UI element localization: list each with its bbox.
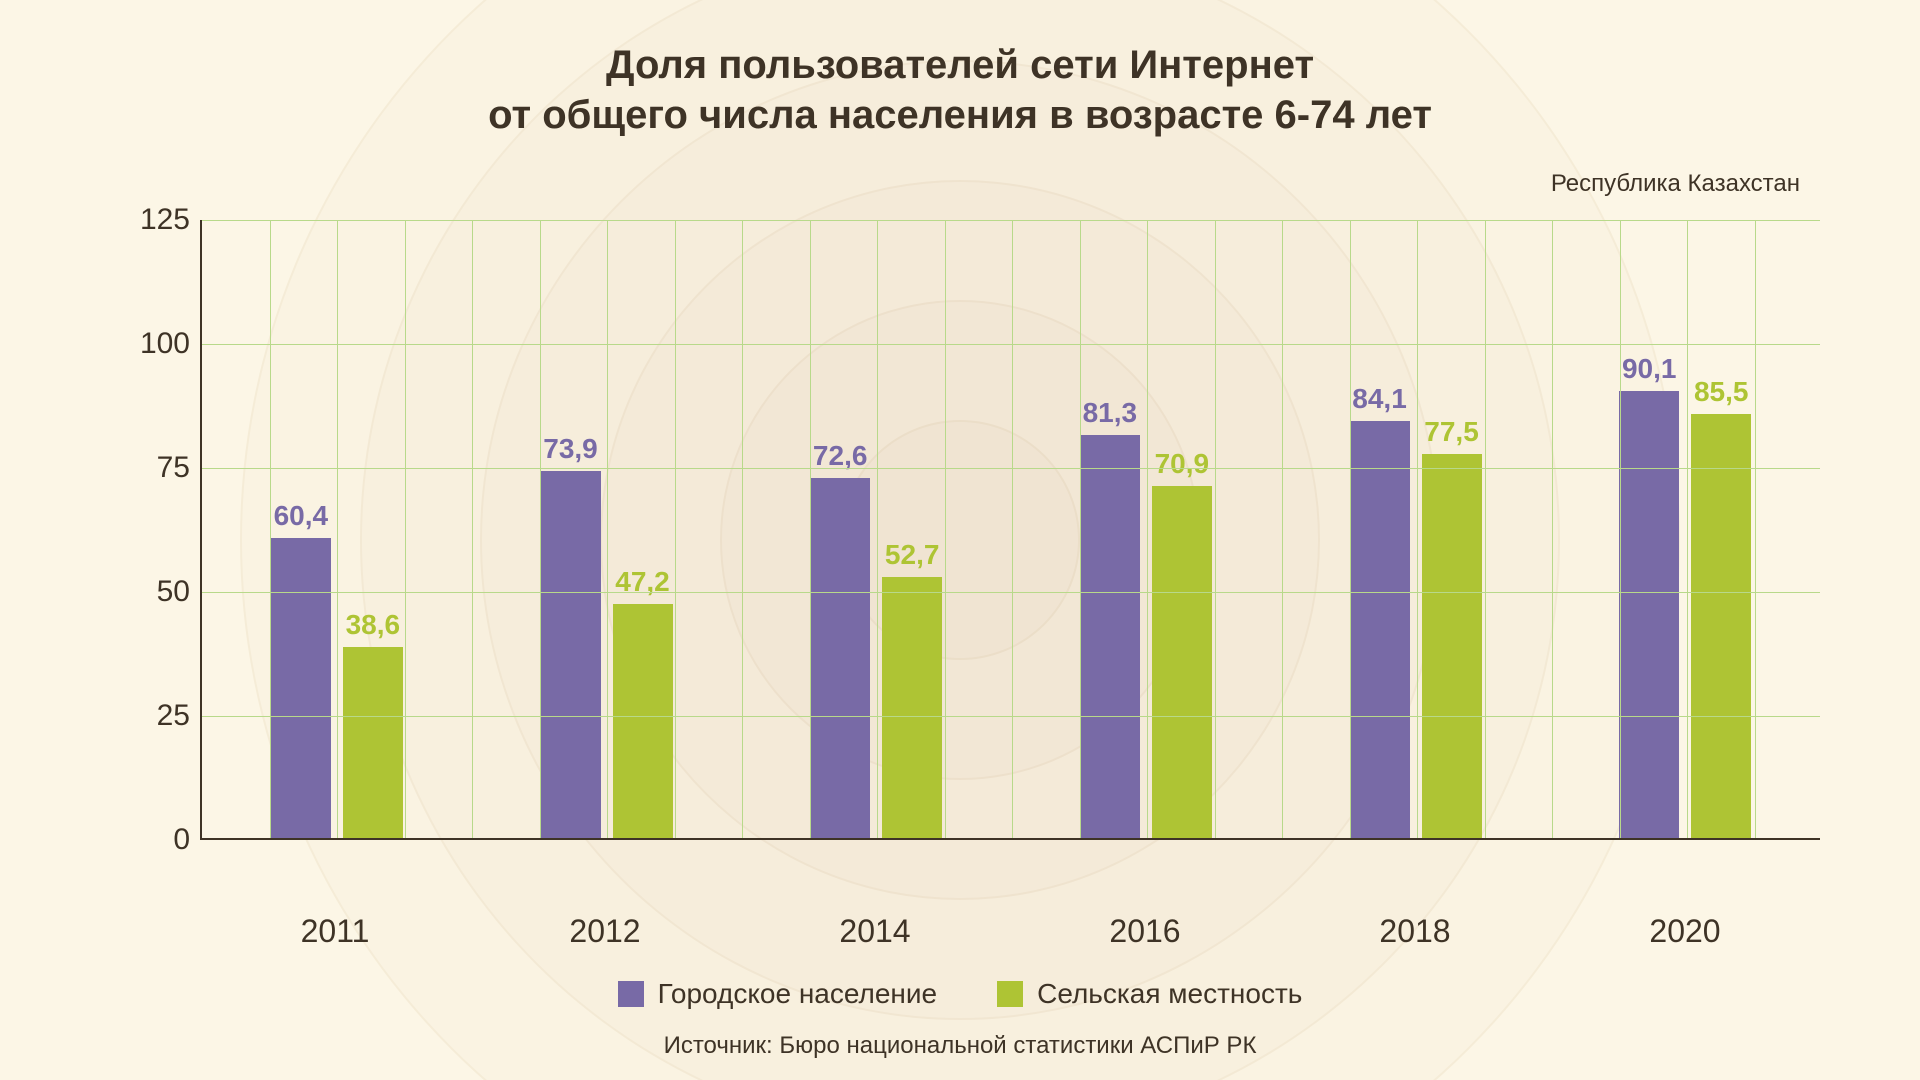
legend-swatch: [618, 981, 644, 1007]
bar-value-label: 70,9: [1155, 448, 1210, 480]
bar-rural: [1691, 414, 1751, 838]
legend-label: Городское население: [658, 978, 937, 1010]
legend-item: Городское население: [618, 978, 937, 1010]
chart-area: 60,438,673,947,272,652,781,370,984,177,5…: [120, 220, 1820, 900]
bar-wrap: 52,7: [882, 577, 942, 838]
y-tick-label: 0: [120, 823, 190, 857]
chart-title: Доля пользователей сети Интернет от обще…: [0, 40, 1920, 140]
gridline-v: [1620, 220, 1621, 838]
bar-wrap: 72,6: [810, 478, 870, 838]
gridline-v: [810, 220, 811, 838]
bar-rural: [613, 604, 673, 838]
source-text: Источник: Бюро национальной статистики А…: [0, 1032, 1920, 1060]
bar-wrap: 85,5: [1691, 414, 1751, 838]
gridline-v: [945, 220, 946, 838]
bar-urban: [1080, 435, 1140, 838]
bar-value-label: 60,4: [274, 500, 329, 532]
gridline-h: [202, 468, 1820, 469]
gridline-v: [1755, 220, 1756, 838]
y-tick-label: 75: [120, 451, 190, 485]
bar-urban: [1350, 421, 1410, 838]
x-axis-label: 2011: [200, 913, 470, 950]
bar-value-label: 85,5: [1694, 376, 1749, 408]
gridline-v: [1417, 220, 1418, 838]
gridline-v: [540, 220, 541, 838]
gridline-h: [202, 220, 1820, 221]
plot-area: 60,438,673,947,272,652,781,370,984,177,5…: [200, 220, 1820, 840]
gridline-v: [1080, 220, 1081, 838]
gridline-v: [405, 220, 406, 838]
bar-value-label: 47,2: [615, 566, 670, 598]
gridline-v: [1147, 220, 1148, 838]
bar-wrap: 73,9: [541, 471, 601, 838]
bar-value-label: 81,3: [1083, 397, 1138, 429]
bar-value-label: 52,7: [885, 539, 940, 571]
bar-value-label: 77,5: [1424, 416, 1479, 448]
bar-rural: [343, 647, 403, 838]
bar-value-label: 73,9: [543, 433, 598, 465]
gridline-v: [1552, 220, 1553, 838]
gridline-v: [742, 220, 743, 838]
bar-group: 84,177,5: [1281, 220, 1551, 838]
x-axis-label: 2012: [470, 913, 740, 950]
bar-urban: [541, 471, 601, 838]
gridline-v: [270, 220, 271, 838]
bar-value-label: 84,1: [1352, 383, 1407, 415]
gridline-v: [337, 220, 338, 838]
gridline-v: [1350, 220, 1351, 838]
title-line-2: от общего числа населения в возрасте 6-7…: [488, 93, 1432, 137]
gridline-v: [472, 220, 473, 838]
x-axis-label: 2018: [1280, 913, 1550, 950]
x-axis-label: 2016: [1010, 913, 1280, 950]
bar-wrap: 38,6: [343, 647, 403, 838]
y-tick-label: 125: [120, 203, 190, 237]
gridline-v: [877, 220, 878, 838]
bar-rural: [1422, 454, 1482, 838]
bar-urban: [810, 478, 870, 838]
bar-wrap: 77,5: [1422, 454, 1482, 838]
gridline-v: [1012, 220, 1013, 838]
legend-item: Сельская местность: [997, 978, 1302, 1010]
gridline-h: [202, 592, 1820, 593]
gridline-v: [607, 220, 608, 838]
bar-groups: 60,438,673,947,272,652,781,370,984,177,5…: [202, 220, 1820, 838]
bar-wrap: 47,2: [613, 604, 673, 838]
legend: Городское население Сельская местность: [0, 978, 1920, 1010]
gridline-v: [1687, 220, 1688, 838]
bar-wrap: 60,4: [271, 538, 331, 838]
bar-rural: [1152, 486, 1212, 838]
bar-rural: [882, 577, 942, 838]
bar-urban: [1619, 391, 1679, 838]
x-axis-labels: 201120122014201620182020: [200, 913, 1820, 950]
gridline-v: [1485, 220, 1486, 838]
title-line-1: Доля пользователей сети Интернет: [606, 43, 1314, 87]
gridline-h: [202, 344, 1820, 345]
bar-wrap: 70,9: [1152, 486, 1212, 838]
y-tick-label: 100: [120, 327, 190, 361]
bar-wrap: 84,1: [1350, 421, 1410, 838]
bar-value-label: 38,6: [346, 609, 401, 641]
gridline-v: [1215, 220, 1216, 838]
y-tick-label: 50: [120, 575, 190, 609]
legend-swatch: [997, 981, 1023, 1007]
bar-group: 81,370,9: [1011, 220, 1281, 838]
bar-wrap: 90,1: [1619, 391, 1679, 838]
y-tick-label: 25: [120, 699, 190, 733]
x-axis-label: 2014: [740, 913, 1010, 950]
chart-subtitle: Республика Казахстан: [1551, 170, 1800, 198]
bar-group: 90,185,5: [1550, 220, 1820, 838]
gridline-v: [675, 220, 676, 838]
bar-value-label: 90,1: [1622, 353, 1677, 385]
bar-urban: [271, 538, 331, 838]
x-axis-label: 2020: [1550, 913, 1820, 950]
legend-label: Сельская местность: [1037, 978, 1302, 1010]
bar-wrap: 81,3: [1080, 435, 1140, 838]
gridline-v: [1282, 220, 1283, 838]
gridline-h: [202, 716, 1820, 717]
